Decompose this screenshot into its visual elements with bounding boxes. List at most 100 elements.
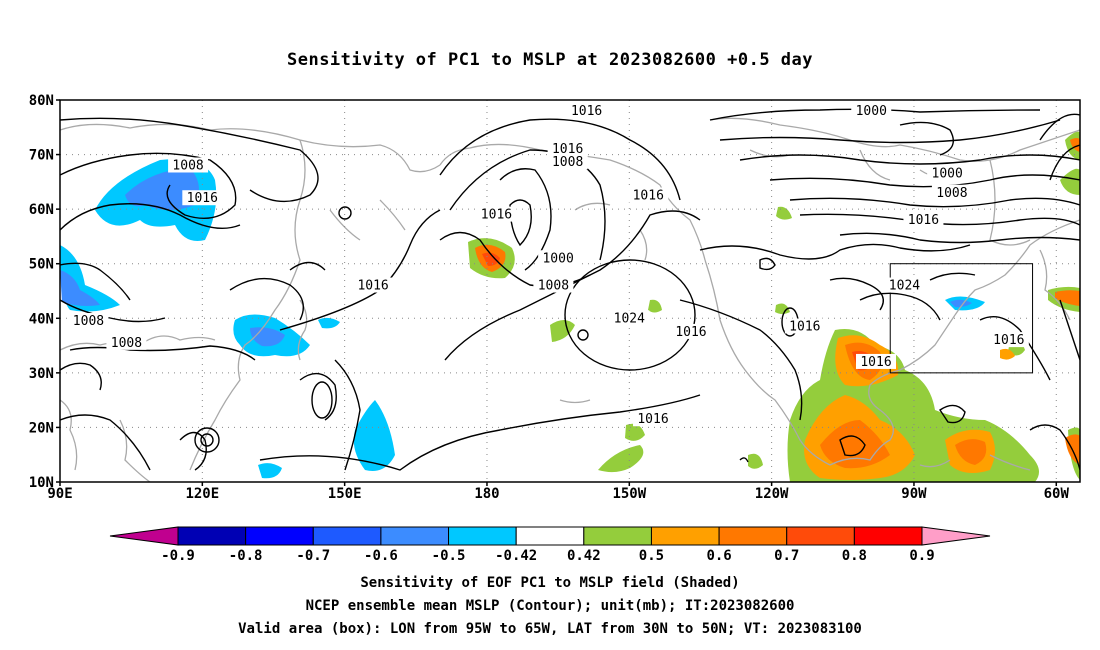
- map-title: Sensitivity of PC1 to MSLP at 2023082600…: [286, 50, 813, 70]
- contour-label: 1016: [552, 142, 583, 157]
- contour-label-bg: [856, 353, 896, 369]
- colorbar-label: -0.6: [364, 548, 398, 564]
- colorbar-label: -0.42: [495, 548, 537, 564]
- contour-label-bg: [182, 190, 223, 206]
- lon-tick-label: 120W: [755, 486, 789, 502]
- contour-label-bg: [633, 411, 674, 427]
- contour-label: 1000: [932, 167, 963, 182]
- contour-label-bg: [566, 102, 607, 118]
- contour-label-bg: [538, 250, 579, 266]
- lon-tick-label: 120E: [185, 486, 219, 502]
- lat-tick-label: 20N: [29, 420, 54, 436]
- colorbar-label: -0.9: [161, 548, 195, 564]
- contour-label-bg: [609, 310, 650, 326]
- contour-label-bg: [547, 141, 588, 157]
- contour-label-bg: [68, 313, 109, 329]
- colorbar-segment: [583, 526, 652, 546]
- colorbar-label: 0.5: [639, 548, 664, 564]
- footer-line-2: NCEP ensemble mean MSLP (Contour); unit(…: [305, 598, 795, 614]
- colorbar-segment: [245, 526, 314, 546]
- colorbar-max-triangle: [921, 526, 991, 546]
- lat-tick-label: 10N: [29, 475, 54, 491]
- contour-label-bg: [476, 206, 517, 222]
- contour-label-bg: [931, 184, 972, 200]
- lon-tick-label: 180: [474, 486, 499, 502]
- colorbar-segment: [786, 526, 855, 546]
- colorbar-label: 0.9: [909, 548, 934, 564]
- contour-label-bg: [903, 212, 944, 228]
- contour-label: 1016: [481, 208, 512, 223]
- colorbar-label: 0.6: [706, 548, 731, 564]
- colorbar-segment: [718, 526, 788, 546]
- colorbar-segment: [380, 526, 450, 546]
- contour-label: 1016: [860, 355, 891, 370]
- lon-tick-label: 150E: [328, 486, 362, 502]
- colorbar: -0.9 -0.8 -0.7 -0.6 -0.5 -0.42 0.42 0.5 0.6 0.7 0.…: [109, 526, 991, 564]
- contour-label: 1016: [187, 191, 218, 206]
- contour-label: 1016: [789, 319, 820, 334]
- lat-tick-label: 60N: [29, 202, 54, 218]
- coastlines: [60, 117, 1080, 482]
- lon-tick-label: 90E: [47, 486, 72, 502]
- colorbar-label: -0.5: [432, 548, 466, 564]
- contour-label: 1016: [993, 333, 1024, 348]
- contour-label: 1016: [675, 325, 706, 340]
- contour-label: 1008: [936, 186, 967, 201]
- contour-label: 1008: [172, 158, 203, 173]
- colorbar-label: 0.7: [774, 548, 799, 564]
- contour-label: 1024: [614, 311, 645, 326]
- contour-label-bg: [168, 157, 209, 173]
- contour-label-bg: [106, 334, 147, 350]
- contour-label: 1016: [633, 189, 664, 204]
- colorbar-segment: [650, 526, 720, 546]
- lat-tick-label: 70N: [29, 148, 54, 164]
- footer-line-1: Sensitivity of EOF PC1 to MSLP field (Sh…: [360, 575, 740, 591]
- contour-label: 1008: [538, 279, 569, 294]
- lon-tick-labels: 90E 120E 150E 180 150W 120W 90W 60W: [47, 482, 1069, 502]
- colorbar-label: 0.42: [567, 548, 601, 564]
- contour-label: 1016: [908, 213, 939, 228]
- colorbar-label: 0.8: [842, 548, 867, 564]
- colorbar-segment: [177, 526, 247, 546]
- valid-area-box: [889, 263, 1034, 374]
- lat-tick-label: 40N: [29, 311, 54, 327]
- contour-label-bg: [851, 102, 892, 118]
- contour-label-bg: [547, 154, 588, 170]
- contour-label: 1000: [856, 104, 887, 119]
- contour-label-bg: [670, 323, 711, 339]
- contour-label-bg: [927, 165, 968, 181]
- colorbar-segment: [448, 526, 517, 546]
- contour-label: 1024: [889, 279, 920, 294]
- contour-label: 1016: [637, 412, 668, 427]
- colorbar-segment: [312, 526, 382, 546]
- colorbar-label: -0.8: [229, 548, 263, 564]
- contour-label: 1008: [552, 155, 583, 170]
- lon-tick-label: 60W: [1044, 486, 1070, 502]
- lat-tick-label: 50N: [29, 257, 54, 273]
- footer-line-3: Valid area (box): LON from 95W to 65W, L…: [238, 621, 862, 637]
- mslp-contours: [60, 108, 1080, 471]
- contour-label: 1016: [357, 279, 388, 294]
- lat-tick-label: 30N: [29, 366, 54, 382]
- contour-label-bg: [533, 277, 574, 293]
- contour-label-bg: [884, 277, 925, 293]
- contour-label-bg: [353, 277, 394, 293]
- contour-label-bg: [988, 332, 1029, 348]
- contour-label: 1016: [571, 104, 602, 119]
- lon-tick-label: 150W: [612, 486, 646, 502]
- contour-label-bg: [628, 187, 669, 203]
- contour-label: 1008: [111, 336, 142, 351]
- contour-label-bg: [784, 318, 825, 334]
- colorbar-label: -0.7: [296, 548, 330, 564]
- map-frame: [59, 99, 1081, 483]
- lon-tick-label: 90W: [901, 486, 927, 502]
- lat-tick-label: 80N: [29, 93, 54, 109]
- contour-label: 1000: [542, 251, 573, 266]
- colorbar-min-triangle: [109, 526, 179, 546]
- lat-tick-labels: 80N 70N 60N 50N 40N 30N 20N 10N: [29, 93, 60, 491]
- sensitivity-shading: [60, 131, 1080, 482]
- colorbar-segment: [515, 526, 585, 546]
- contour-label: 1008: [73, 314, 104, 329]
